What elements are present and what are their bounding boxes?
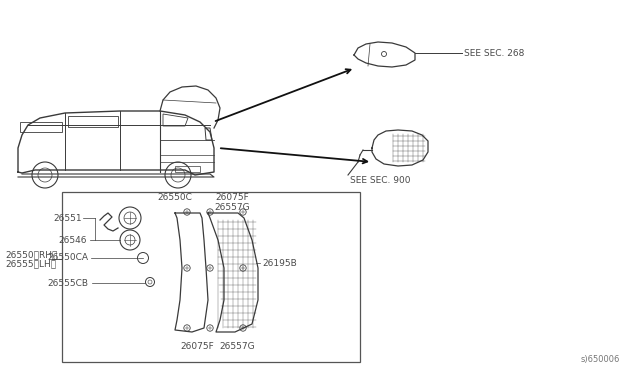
Text: 26555〈LH〉: 26555〈LH〉	[5, 260, 56, 269]
FancyBboxPatch shape	[62, 192, 360, 362]
Text: s)650006: s)650006	[580, 355, 620, 364]
Text: 26075F: 26075F	[215, 192, 249, 202]
Text: 26195B: 26195B	[262, 259, 297, 267]
Text: 26555CB: 26555CB	[47, 279, 88, 288]
Text: 26075F: 26075F	[180, 342, 214, 351]
Text: 26557G: 26557G	[214, 202, 250, 212]
Text: SEE SEC. 268: SEE SEC. 268	[464, 48, 524, 58]
Text: 26546: 26546	[58, 235, 87, 244]
Text: 26550CA: 26550CA	[47, 253, 88, 263]
Text: 26557G: 26557G	[219, 342, 255, 351]
Text: SEE SEC. 900: SEE SEC. 900	[350, 176, 410, 185]
Text: 26551: 26551	[53, 214, 82, 222]
Text: 26550C: 26550C	[157, 192, 193, 202]
Text: 26550〈RH〉: 26550〈RH〉	[5, 250, 58, 260]
